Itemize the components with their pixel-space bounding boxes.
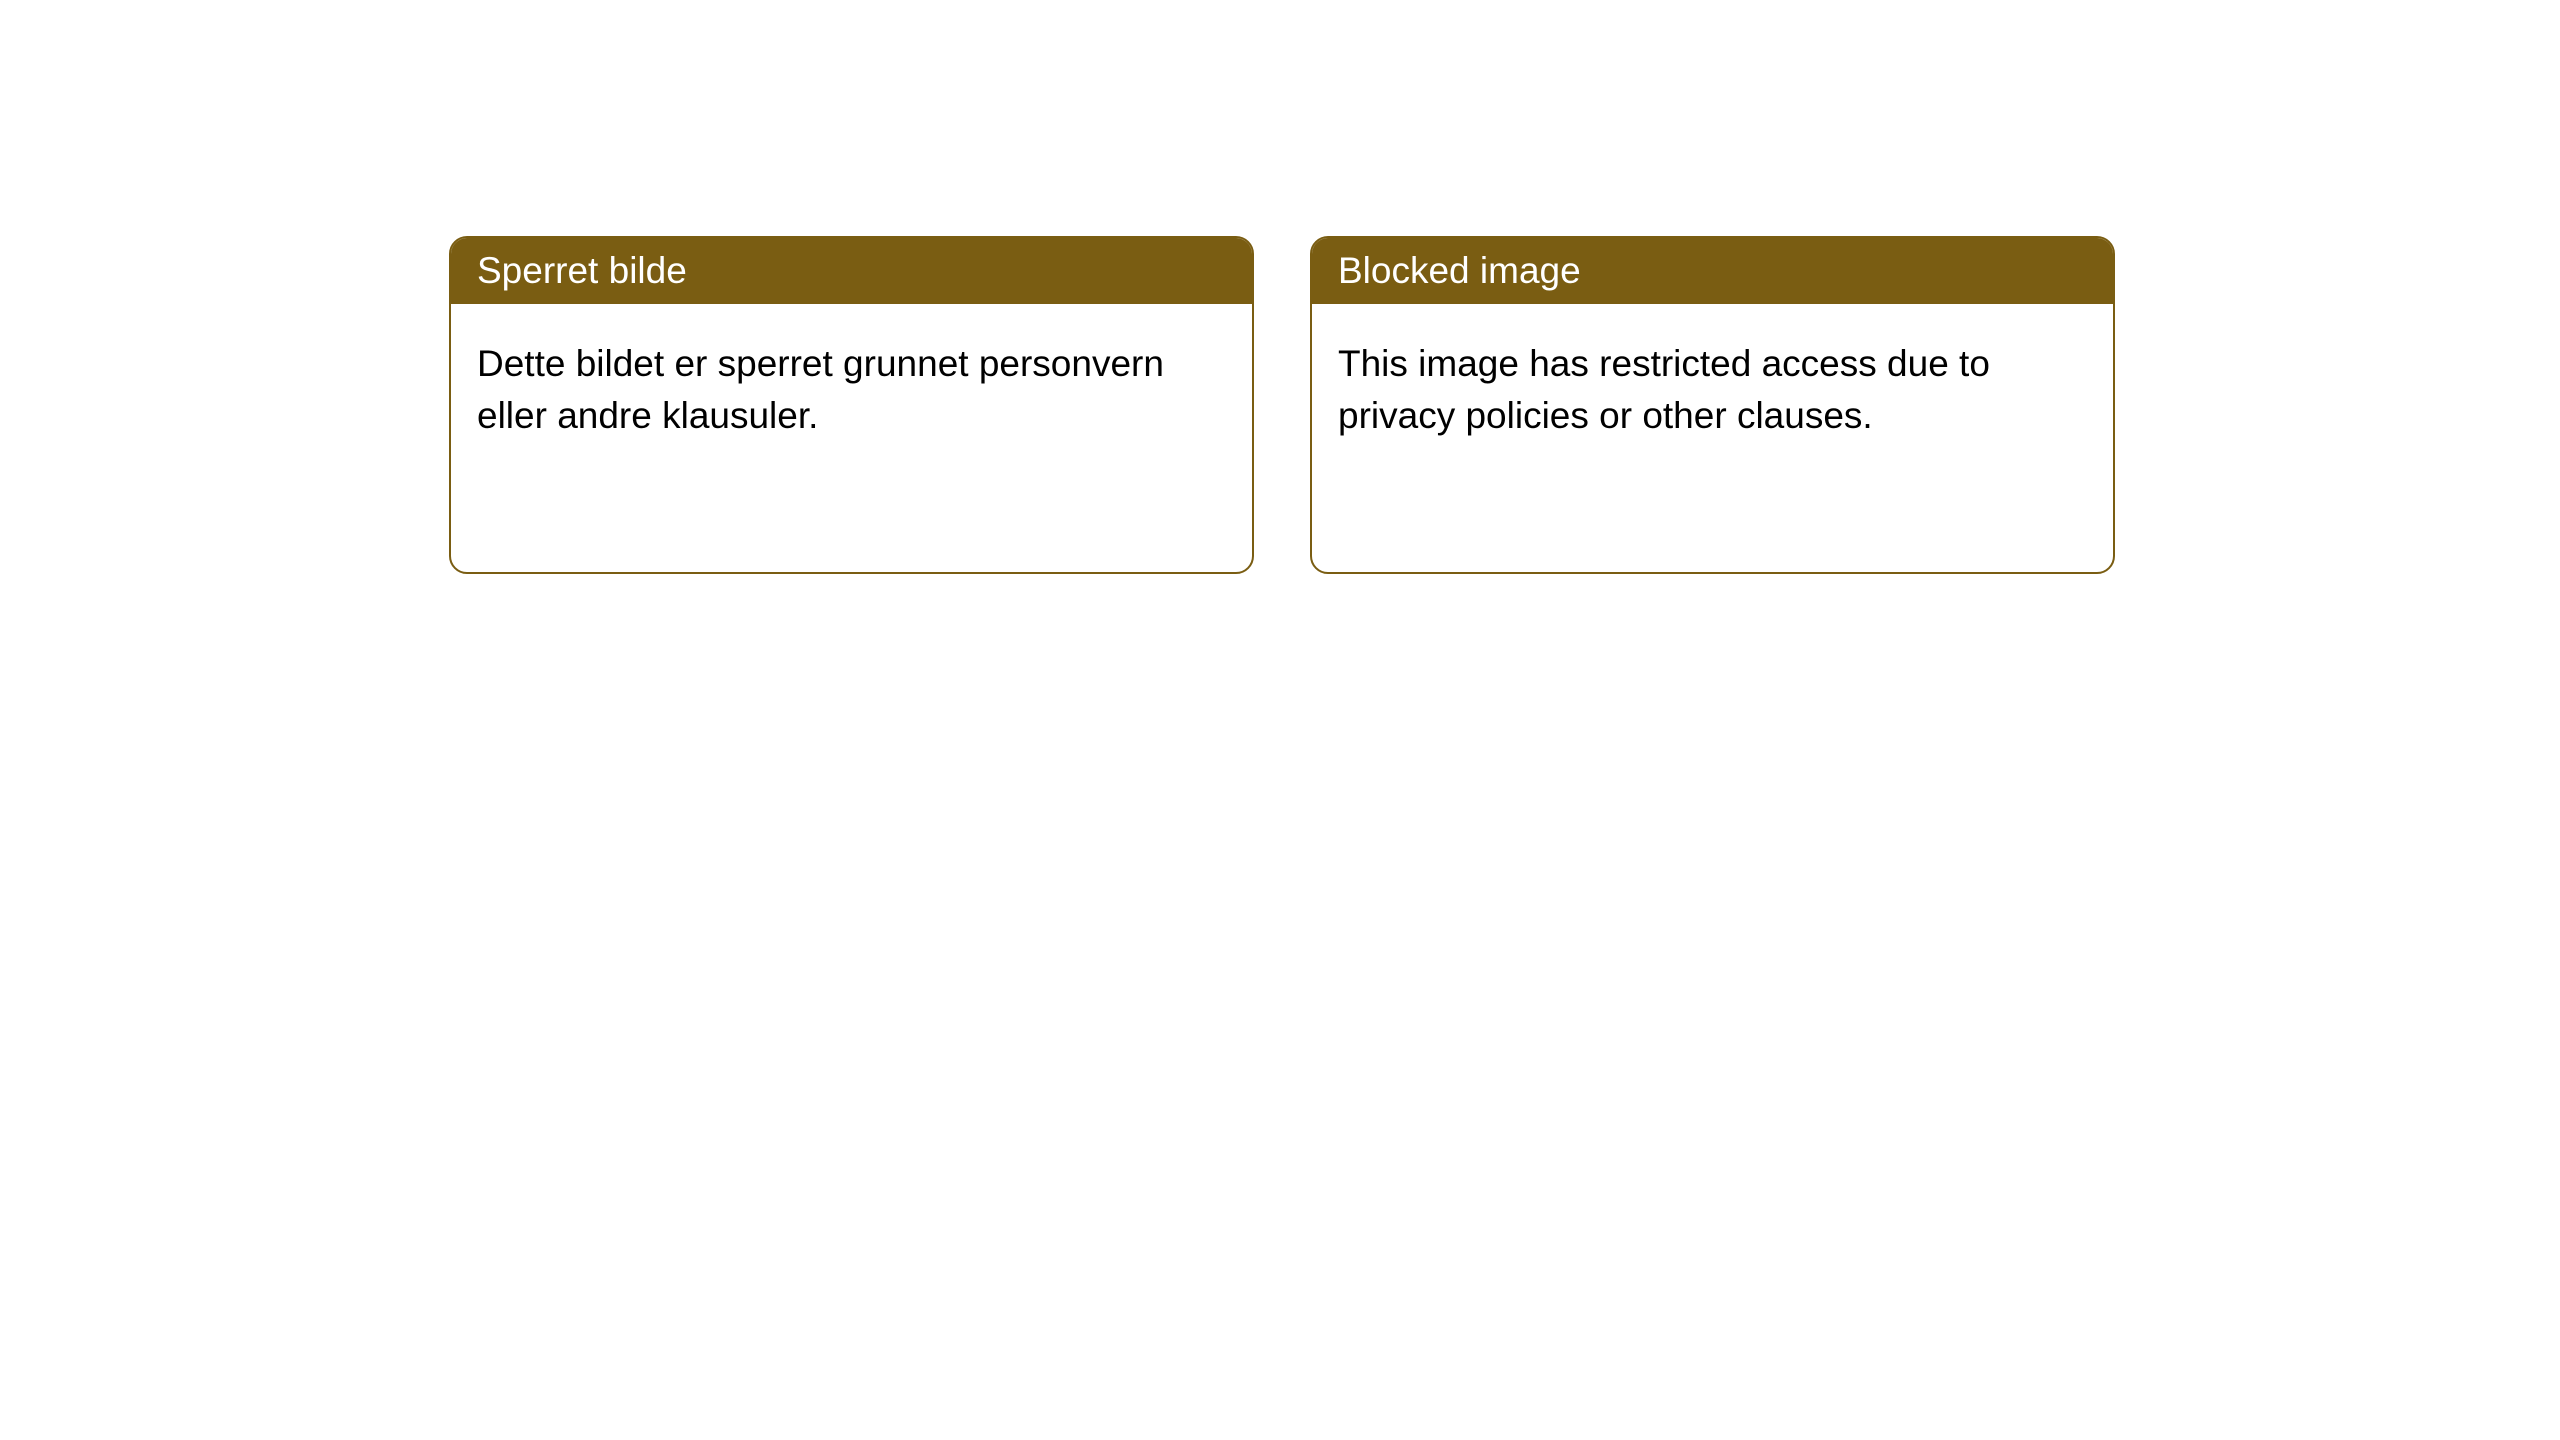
card-body: Dette bildet er sperret grunnet personve… (451, 304, 1252, 476)
card-header: Sperret bilde (451, 238, 1252, 304)
card-header: Blocked image (1312, 238, 2113, 304)
notice-card-norwegian: Sperret bilde Dette bildet er sperret gr… (449, 236, 1254, 574)
notice-card-english: Blocked image This image has restricted … (1310, 236, 2115, 574)
notice-cards-container: Sperret bilde Dette bildet er sperret gr… (449, 236, 2115, 574)
card-body: This image has restricted access due to … (1312, 304, 2113, 476)
